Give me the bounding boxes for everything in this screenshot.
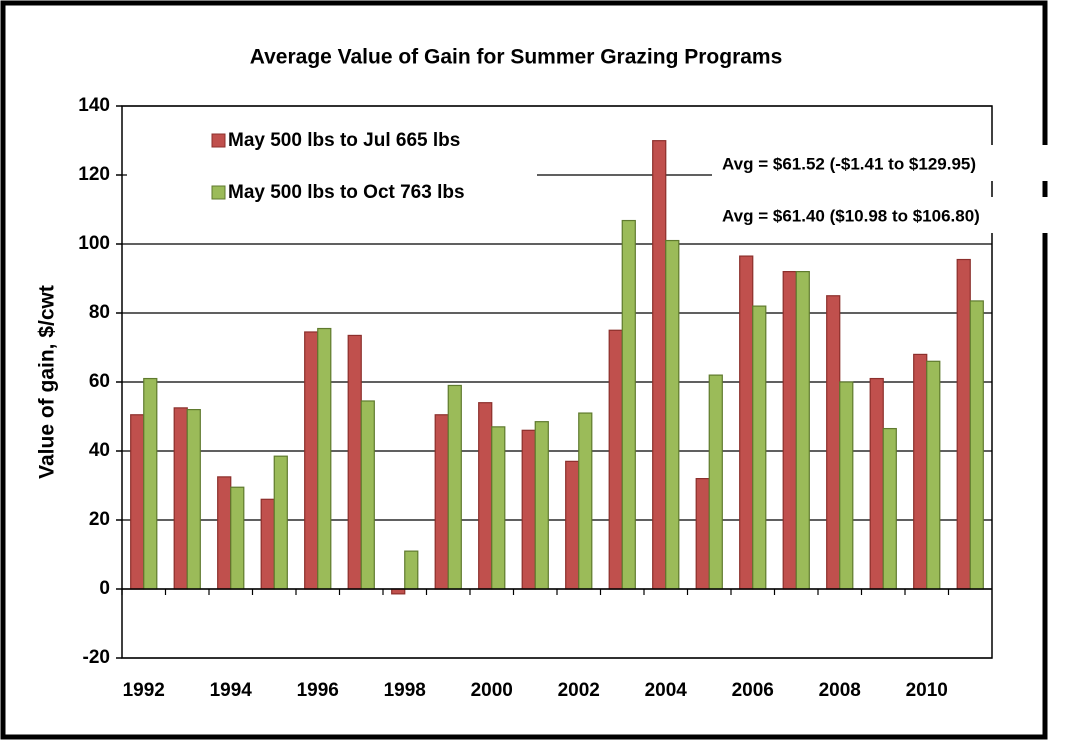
bar — [534, 421, 549, 590]
y-tick-label: 120 — [78, 164, 110, 185]
bar — [578, 412, 593, 590]
annotation-bg — [712, 145, 1086, 181]
y-tick-label: 0 — [99, 578, 110, 599]
bar — [752, 305, 767, 590]
annotation: Avg = $61.52 (-$1.41 to $129.95) — [722, 154, 976, 173]
bar — [913, 353, 928, 590]
bar — [404, 550, 419, 590]
plot-border — [121, 105, 993, 659]
legend-swatch — [211, 185, 226, 200]
y-tick-label: 140 — [78, 95, 110, 116]
bar — [926, 360, 941, 590]
bar — [304, 331, 319, 590]
legend-swatch — [211, 133, 226, 148]
bar — [969, 300, 984, 590]
bar — [347, 334, 362, 590]
y-tick-label: 100 — [78, 233, 110, 254]
x-tick-label: 1992 — [123, 680, 165, 701]
x-tick-label: 2002 — [558, 680, 600, 701]
chart-title: Average Value of Gain for Summer Grazing… — [250, 46, 783, 69]
bar — [186, 409, 201, 590]
y-tick-label: 80 — [89, 302, 110, 323]
bar — [317, 327, 332, 590]
bar — [956, 258, 971, 590]
bar — [491, 426, 506, 590]
bar — [882, 427, 897, 590]
bar — [708, 374, 723, 590]
bar — [608, 329, 623, 590]
bar — [173, 407, 188, 590]
y-axis-title: Value of gain, $/cwt — [36, 285, 59, 479]
bar — [130, 414, 145, 590]
x-tick-label: 2004 — [645, 680, 688, 701]
x-tick-label: 2008 — [819, 680, 861, 701]
bar — [782, 271, 797, 590]
legend-label: May 500 lbs to Jul 665 lbs — [228, 130, 460, 151]
bar — [826, 295, 841, 590]
bar — [230, 486, 245, 590]
bar — [695, 478, 710, 590]
bar — [665, 239, 680, 590]
bar — [565, 460, 580, 590]
annotation: Avg = $61.40 ($10.98 to $106.80) — [722, 206, 980, 225]
x-tick-label: 2006 — [732, 680, 774, 701]
bar — [143, 377, 158, 590]
x-tick-label: 1994 — [210, 680, 253, 701]
legend-label: May 500 lbs to Oct 763 lbs — [228, 182, 465, 203]
frame — [0, 0, 1048, 740]
bar — [478, 402, 493, 590]
y-tick-label: -20 — [83, 647, 110, 668]
bar — [869, 377, 884, 590]
bar — [273, 455, 288, 590]
x-tick-label: 1996 — [297, 680, 339, 701]
bar — [839, 381, 854, 590]
legend-bg — [127, 118, 537, 228]
bar — [217, 476, 232, 590]
y-tick-label: 60 — [89, 371, 110, 392]
bar — [795, 271, 810, 590]
bar — [739, 255, 754, 590]
bar — [360, 400, 375, 590]
x-tick-label: 1998 — [384, 680, 426, 701]
bar — [260, 498, 275, 590]
y-tick-label: 40 — [89, 440, 110, 461]
bar — [652, 140, 667, 590]
annotation-bg — [712, 197, 1086, 233]
y-tick-label: 20 — [89, 509, 110, 530]
bar — [434, 414, 449, 590]
x-tick-label: 2010 — [906, 680, 948, 701]
bar — [447, 384, 462, 590]
bar — [521, 429, 536, 590]
x-tick-label: 2000 — [471, 680, 513, 701]
bar — [621, 219, 636, 590]
